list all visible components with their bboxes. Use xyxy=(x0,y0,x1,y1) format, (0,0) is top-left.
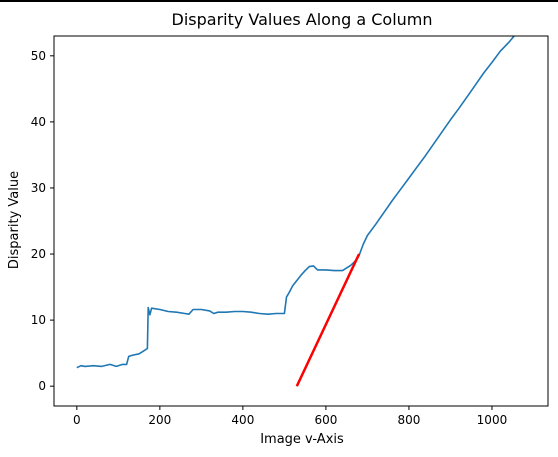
series-line-fit xyxy=(295,253,361,387)
y-axis-label: Disparity Value xyxy=(7,171,22,269)
y-tick-label: 20 xyxy=(31,247,46,261)
x-tick-label: 1000 xyxy=(477,413,508,427)
x-tick-label: 200 xyxy=(148,413,171,427)
plot-frame xyxy=(53,35,549,407)
x-axis-label: Image v-Axis xyxy=(260,432,344,447)
chart-title: Disparity Values Along a Column xyxy=(172,10,433,29)
y-tick-label: 50 xyxy=(31,49,46,63)
series-line-disparity xyxy=(76,36,516,369)
x-tick-label: 600 xyxy=(314,413,337,427)
y-tick-label: 30 xyxy=(31,181,46,195)
y-tick-label: 10 xyxy=(31,313,46,327)
axis-ticks: 0 200 400 600 800 1000 0 10 20 30 40 50 xyxy=(31,49,508,427)
window-top-border xyxy=(0,0,558,2)
x-tick-label: 400 xyxy=(231,413,254,427)
y-tick-label: 0 xyxy=(38,379,46,393)
y-tick-label: 40 xyxy=(31,115,46,129)
x-tick-label: 800 xyxy=(397,413,420,427)
x-tick-label: 0 xyxy=(73,413,81,427)
plot-area xyxy=(76,36,516,387)
